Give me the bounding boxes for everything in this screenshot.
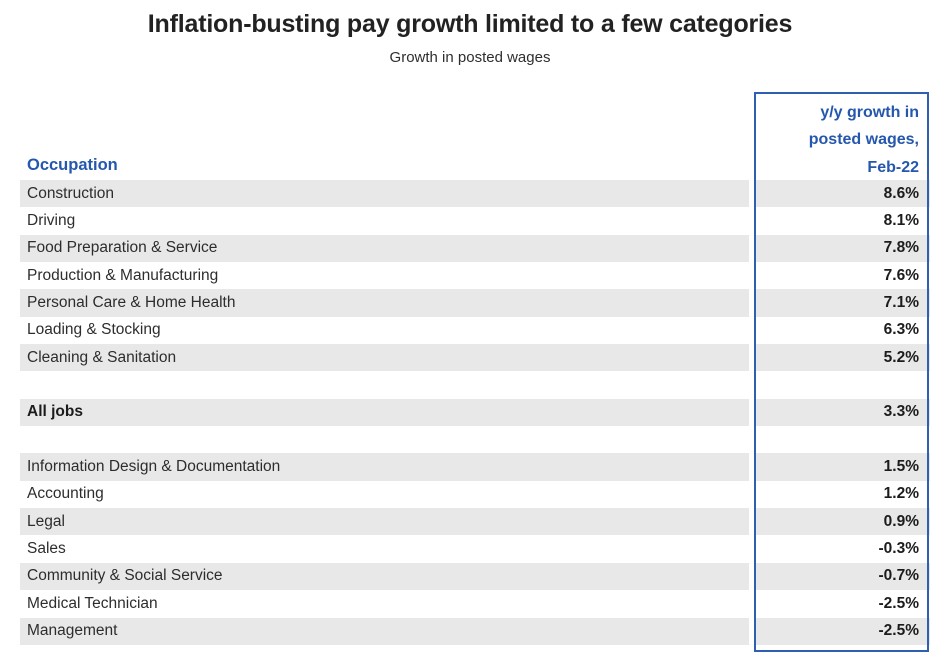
value-header-line-3: Feb-22 <box>867 158 919 176</box>
table-row: Medical Technician -2.5% <box>20 590 930 617</box>
table-row: Sales -0.3% <box>20 535 930 562</box>
table-row: Loading & Stocking 6.3% <box>20 317 930 344</box>
table-row: Accounting 1.2% <box>20 481 930 508</box>
occupation-cell: Legal <box>20 508 749 536</box>
value-cell: -0.3% <box>878 540 920 558</box>
value-cell: 8.1% <box>883 212 919 230</box>
occupation-cell <box>20 371 749 398</box>
occupation-cell <box>20 426 749 453</box>
table-row: Community & Social Service -0.7% <box>20 562 930 591</box>
table-body: Construction 8.6% Driving 8.1% Food Prep… <box>20 180 930 645</box>
occupation-cell: Loading & Stocking <box>27 321 161 339</box>
value-cell: 3.3% <box>755 398 930 427</box>
occupation-cell: Construction <box>20 180 749 208</box>
occupation-cell: Production & Manufacturing <box>27 266 219 284</box>
value-cell: 6.3% <box>883 321 919 339</box>
occupation-cell: Medical Technician <box>27 594 158 612</box>
table-row: Driving 8.1% <box>20 207 930 234</box>
table-row: Construction 8.6% <box>20 180 930 208</box>
table-header: Occupation y/y growth in posted wages, F… <box>20 92 930 180</box>
value-cell: 7.6% <box>883 266 919 284</box>
table-row: Management -2.5% <box>20 617 930 645</box>
table-row: Legal 0.9% <box>20 508 930 536</box>
value-cell: 1.5% <box>755 453 930 481</box>
value-header-line-2: posted wages, <box>808 131 919 149</box>
value-cell: 7.8% <box>755 234 930 263</box>
occupation-cell: Food Preparation & Service <box>20 234 749 263</box>
occupation-cell: Personal Care & Home Health <box>20 289 749 317</box>
column-header-occupation: Occupation <box>27 156 118 174</box>
value-cell <box>755 426 930 453</box>
column-header-value: y/y growth in posted wages, Feb-22 <box>755 92 930 180</box>
value-header-line-1: y/y growth in <box>820 104 919 121</box>
value-cell: 1.2% <box>883 485 919 503</box>
table-row: Personal Care & Home Health 7.1% <box>20 289 930 317</box>
occupation-cell: Management <box>20 617 749 645</box>
chart-subtitle: Growth in posted wages <box>389 49 551 66</box>
value-cell: 7.1% <box>755 289 930 317</box>
table-row: Cleaning & Sanitation 5.2% <box>20 344 930 372</box>
table-row: All jobs 3.3% <box>20 398 930 427</box>
table-row <box>20 371 930 398</box>
value-cell: 5.2% <box>755 344 930 372</box>
value-cell: 0.9% <box>755 508 930 536</box>
table-row: Information Design & Documentation 1.5% <box>20 453 930 481</box>
occupation-cell: All jobs <box>20 398 749 427</box>
table-row: Production & Manufacturing 7.6% <box>20 262 930 289</box>
table-row <box>20 426 930 453</box>
occupation-cell: Sales <box>27 540 66 558</box>
occupation-cell: Information Design & Documentation <box>20 453 749 481</box>
occupation-cell: Accounting <box>27 485 104 503</box>
chart-title: Inflation-busting pay growth limited to … <box>147 10 793 38</box>
value-cell: -2.5% <box>878 594 920 612</box>
occupation-cell: Driving <box>27 212 76 230</box>
value-cell: -2.5% <box>755 617 930 645</box>
value-cell: -0.7% <box>755 562 930 591</box>
value-cell <box>755 371 930 398</box>
value-cell: 8.6% <box>755 180 930 208</box>
occupation-cell: Community & Social Service <box>20 562 749 591</box>
table-row: Food Preparation & Service 7.8% <box>20 234 930 263</box>
wage-table: Occupation y/y growth in posted wages, F… <box>20 92 930 652</box>
occupation-cell: Cleaning & Sanitation <box>20 344 749 372</box>
